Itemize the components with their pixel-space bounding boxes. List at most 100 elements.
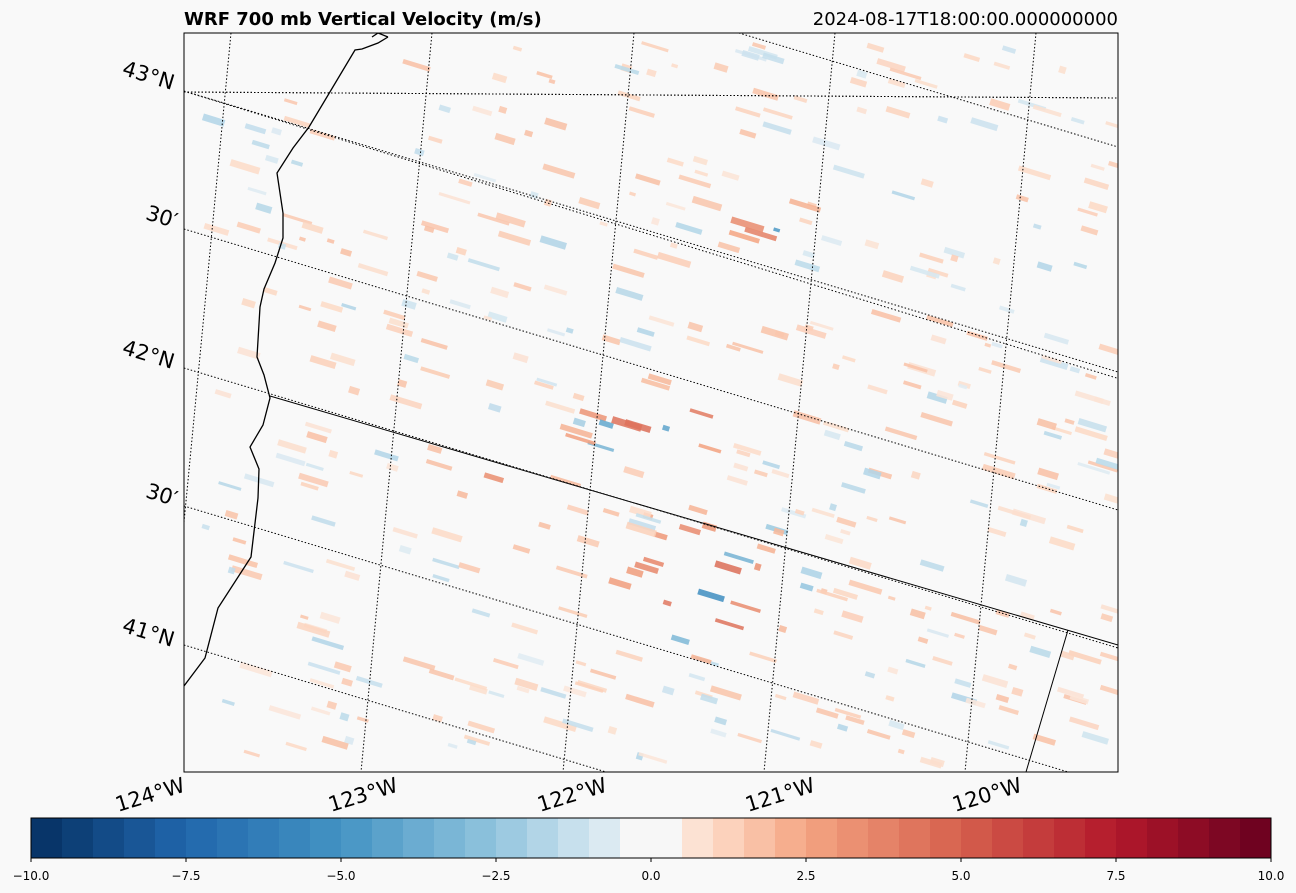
velocity-cell [565, 327, 574, 334]
velocity-cell [386, 462, 399, 472]
velocity-cell [328, 449, 339, 459]
velocity-cell [1023, 632, 1036, 640]
velocity-cell [721, 170, 740, 181]
velocity-cell [536, 71, 553, 80]
velocity-cell [1058, 65, 1067, 75]
velocity-cell [1080, 225, 1099, 236]
velocity-cell [237, 346, 261, 360]
velocity-cell [884, 426, 918, 441]
velocity-cell [512, 352, 529, 364]
velocity-cell [954, 678, 972, 688]
velocity-cell [1069, 716, 1100, 731]
colorbar-cell [558, 818, 590, 858]
velocity-cell [920, 412, 953, 427]
velocity-cell [320, 301, 344, 313]
velocity-cell [914, 78, 938, 89]
velocity-cell [458, 178, 473, 187]
velocity-cell [201, 523, 210, 531]
gridline-lat-43-5 [184, 91, 1118, 99]
velocity-cell [926, 314, 954, 328]
coast-inlet [371, 33, 389, 38]
velocity-cell [739, 128, 757, 139]
colorbar-cell [1240, 818, 1272, 858]
velocity-cell [998, 305, 1015, 314]
velocity-cell [753, 562, 762, 571]
velocity-cell [282, 213, 313, 225]
velocity-cell [752, 87, 779, 101]
velocity-cell [983, 452, 1016, 465]
colorbar-tick-label: −10.0 [13, 869, 50, 883]
velocity-cell [545, 400, 576, 414]
velocity-cell [777, 373, 804, 387]
velocity-cell [495, 212, 526, 228]
velocity-cell [969, 499, 989, 508]
velocity-cell [277, 439, 307, 454]
velocity-cell [809, 320, 834, 331]
velocity-cell [1048, 536, 1076, 551]
velocity-cell [349, 470, 364, 478]
colorbar-cell [1054, 818, 1086, 858]
velocity-cell [483, 315, 493, 321]
velocity-cell [943, 246, 966, 259]
velocity-cell [309, 678, 335, 689]
velocity-cell [357, 263, 389, 277]
velocity-cell [236, 221, 261, 234]
velocity-cell [1084, 373, 1097, 380]
colorbar-cell [341, 818, 373, 858]
velocity-cell [1100, 613, 1114, 623]
colorbar-cell [310, 818, 342, 858]
colorbar-cell [1178, 818, 1210, 858]
velocity-cell [770, 728, 801, 741]
velocity-cell [987, 740, 1010, 750]
velocity-cell [420, 338, 448, 350]
velocity-cell [1041, 354, 1062, 365]
colorbar-cell [248, 818, 280, 858]
colorbar-tick-label: 2.5 [796, 869, 815, 883]
velocity-cell [598, 419, 614, 429]
velocity-cell [290, 159, 304, 167]
velocity-cell [201, 113, 226, 127]
colorbar-cell [651, 818, 683, 858]
velocity-cell [903, 362, 928, 373]
velocity-cell [420, 366, 451, 379]
velocity-cell [402, 58, 431, 72]
velocity-cell [285, 741, 307, 752]
colorbar-cell [31, 818, 63, 858]
velocity-cell [623, 466, 645, 479]
colorbar-cell [279, 818, 311, 858]
velocity-cell [670, 634, 690, 645]
gridline-lon-123 [360, 33, 433, 772]
velocity-cell [950, 254, 959, 263]
velocity-cell [232, 537, 247, 545]
velocity-cell [339, 712, 350, 722]
velocity-cell [1099, 651, 1118, 665]
velocity-cell [833, 630, 854, 640]
velocity-cell [432, 557, 460, 570]
timestamp-label: 2024-08-17T18:00:00.000000000 [813, 9, 1118, 30]
velocity-cell [678, 523, 702, 536]
gridline-lat-42-30 [184, 228, 1118, 511]
velocity-cell [1064, 418, 1075, 425]
velocity-cell [241, 298, 256, 309]
velocity-cell [856, 106, 868, 115]
velocity-cell [816, 588, 848, 602]
lon-label-121: 121°W [742, 773, 817, 817]
velocity-cell [866, 42, 885, 53]
velocity-cell [876, 58, 906, 73]
velocity-cell [824, 534, 844, 545]
velocity-cell [950, 283, 966, 292]
velocity-cell [666, 157, 684, 167]
velocity-cell [823, 429, 841, 441]
velocity-cell [656, 251, 692, 268]
velocity-cell [917, 636, 929, 644]
velocity-cell [919, 559, 945, 572]
velocity-cell [889, 67, 922, 81]
colorbar-cell [620, 818, 652, 858]
velocity-cell [669, 242, 678, 249]
velocity-cell [919, 252, 944, 264]
velocity-cell [709, 685, 742, 701]
velocity-cell [794, 259, 821, 273]
colorbar-tick-label: −2.5 [481, 869, 510, 883]
velocity-cell [271, 127, 282, 136]
velocity-cell [455, 247, 467, 256]
